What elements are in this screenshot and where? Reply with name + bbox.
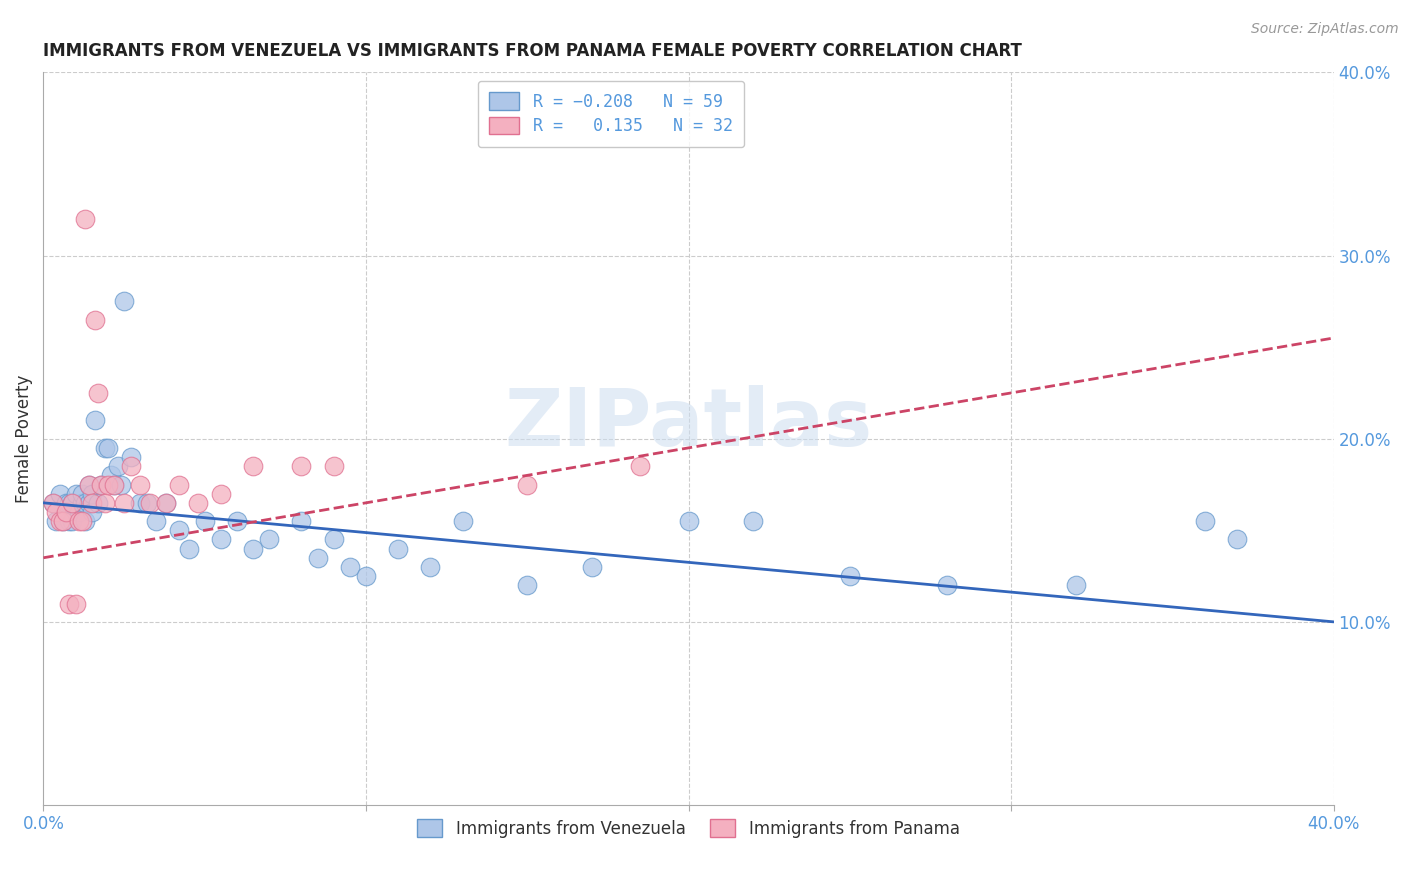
Point bbox=[139, 496, 162, 510]
Point bbox=[45, 514, 67, 528]
Point bbox=[62, 496, 84, 510]
Point bbox=[1226, 533, 1249, 547]
Point bbox=[678, 514, 700, 528]
Point bbox=[1194, 514, 1216, 528]
Point bbox=[93, 496, 115, 510]
Point bbox=[48, 514, 70, 528]
Point bbox=[80, 486, 103, 500]
Point bbox=[110, 477, 132, 491]
Point bbox=[80, 505, 103, 519]
Point bbox=[62, 514, 84, 528]
Point bbox=[307, 550, 329, 565]
Y-axis label: Female Poverty: Female Poverty bbox=[15, 375, 32, 503]
Point bbox=[58, 597, 80, 611]
Point bbox=[242, 541, 264, 556]
Point bbox=[177, 541, 200, 556]
Point bbox=[120, 459, 142, 474]
Point bbox=[77, 496, 100, 510]
Point bbox=[167, 523, 190, 537]
Point bbox=[187, 496, 209, 510]
Point bbox=[194, 514, 217, 528]
Point bbox=[226, 514, 249, 528]
Point bbox=[65, 486, 87, 500]
Point bbox=[935, 578, 957, 592]
Point bbox=[112, 294, 135, 309]
Point bbox=[58, 496, 80, 510]
Point bbox=[87, 496, 110, 510]
Point bbox=[75, 496, 97, 510]
Point bbox=[290, 459, 312, 474]
Point bbox=[339, 560, 361, 574]
Point bbox=[129, 496, 152, 510]
Point bbox=[55, 496, 77, 510]
Point bbox=[257, 533, 280, 547]
Text: Source: ZipAtlas.com: Source: ZipAtlas.com bbox=[1251, 22, 1399, 37]
Point bbox=[209, 533, 232, 547]
Point bbox=[97, 441, 120, 455]
Text: IMMIGRANTS FROM VENEZUELA VS IMMIGRANTS FROM PANAMA FEMALE POVERTY CORRELATION C: IMMIGRANTS FROM VENEZUELA VS IMMIGRANTS … bbox=[44, 42, 1022, 60]
Point bbox=[322, 459, 344, 474]
Point bbox=[67, 514, 90, 528]
Point bbox=[70, 514, 93, 528]
Point bbox=[145, 514, 167, 528]
Point bbox=[209, 486, 232, 500]
Point bbox=[103, 477, 125, 491]
Text: ZIPatlas: ZIPatlas bbox=[505, 385, 873, 463]
Point bbox=[322, 533, 344, 547]
Point bbox=[451, 514, 474, 528]
Point bbox=[354, 569, 377, 583]
Point bbox=[167, 477, 190, 491]
Point bbox=[387, 541, 409, 556]
Point bbox=[90, 477, 112, 491]
Point bbox=[42, 496, 65, 510]
Point bbox=[84, 413, 107, 427]
Point bbox=[1064, 578, 1087, 592]
Point bbox=[58, 514, 80, 528]
Point bbox=[52, 514, 75, 528]
Point bbox=[70, 496, 93, 510]
Point bbox=[62, 496, 84, 510]
Point bbox=[45, 505, 67, 519]
Point bbox=[75, 211, 97, 226]
Point bbox=[70, 486, 93, 500]
Point bbox=[516, 578, 538, 592]
Point bbox=[103, 477, 125, 491]
Point bbox=[581, 560, 603, 574]
Point bbox=[100, 468, 122, 483]
Point bbox=[120, 450, 142, 464]
Point bbox=[55, 505, 77, 519]
Point bbox=[129, 477, 152, 491]
Point bbox=[742, 514, 765, 528]
Point bbox=[67, 505, 90, 519]
Point bbox=[290, 514, 312, 528]
Point bbox=[838, 569, 860, 583]
Point bbox=[135, 496, 157, 510]
Point bbox=[90, 477, 112, 491]
Point bbox=[55, 505, 77, 519]
Point bbox=[107, 459, 129, 474]
Point bbox=[84, 312, 107, 326]
Point bbox=[97, 477, 120, 491]
Point bbox=[242, 459, 264, 474]
Point bbox=[87, 386, 110, 401]
Point bbox=[80, 496, 103, 510]
Legend: Immigrants from Venezuela, Immigrants from Panama: Immigrants from Venezuela, Immigrants fr… bbox=[411, 813, 966, 845]
Point bbox=[516, 477, 538, 491]
Point bbox=[112, 496, 135, 510]
Point bbox=[77, 477, 100, 491]
Point bbox=[65, 597, 87, 611]
Point bbox=[419, 560, 441, 574]
Point bbox=[48, 486, 70, 500]
Point bbox=[42, 496, 65, 510]
Point bbox=[628, 459, 651, 474]
Point bbox=[75, 514, 97, 528]
Point bbox=[77, 477, 100, 491]
Point bbox=[155, 496, 177, 510]
Point bbox=[52, 514, 75, 528]
Point bbox=[93, 441, 115, 455]
Point bbox=[155, 496, 177, 510]
